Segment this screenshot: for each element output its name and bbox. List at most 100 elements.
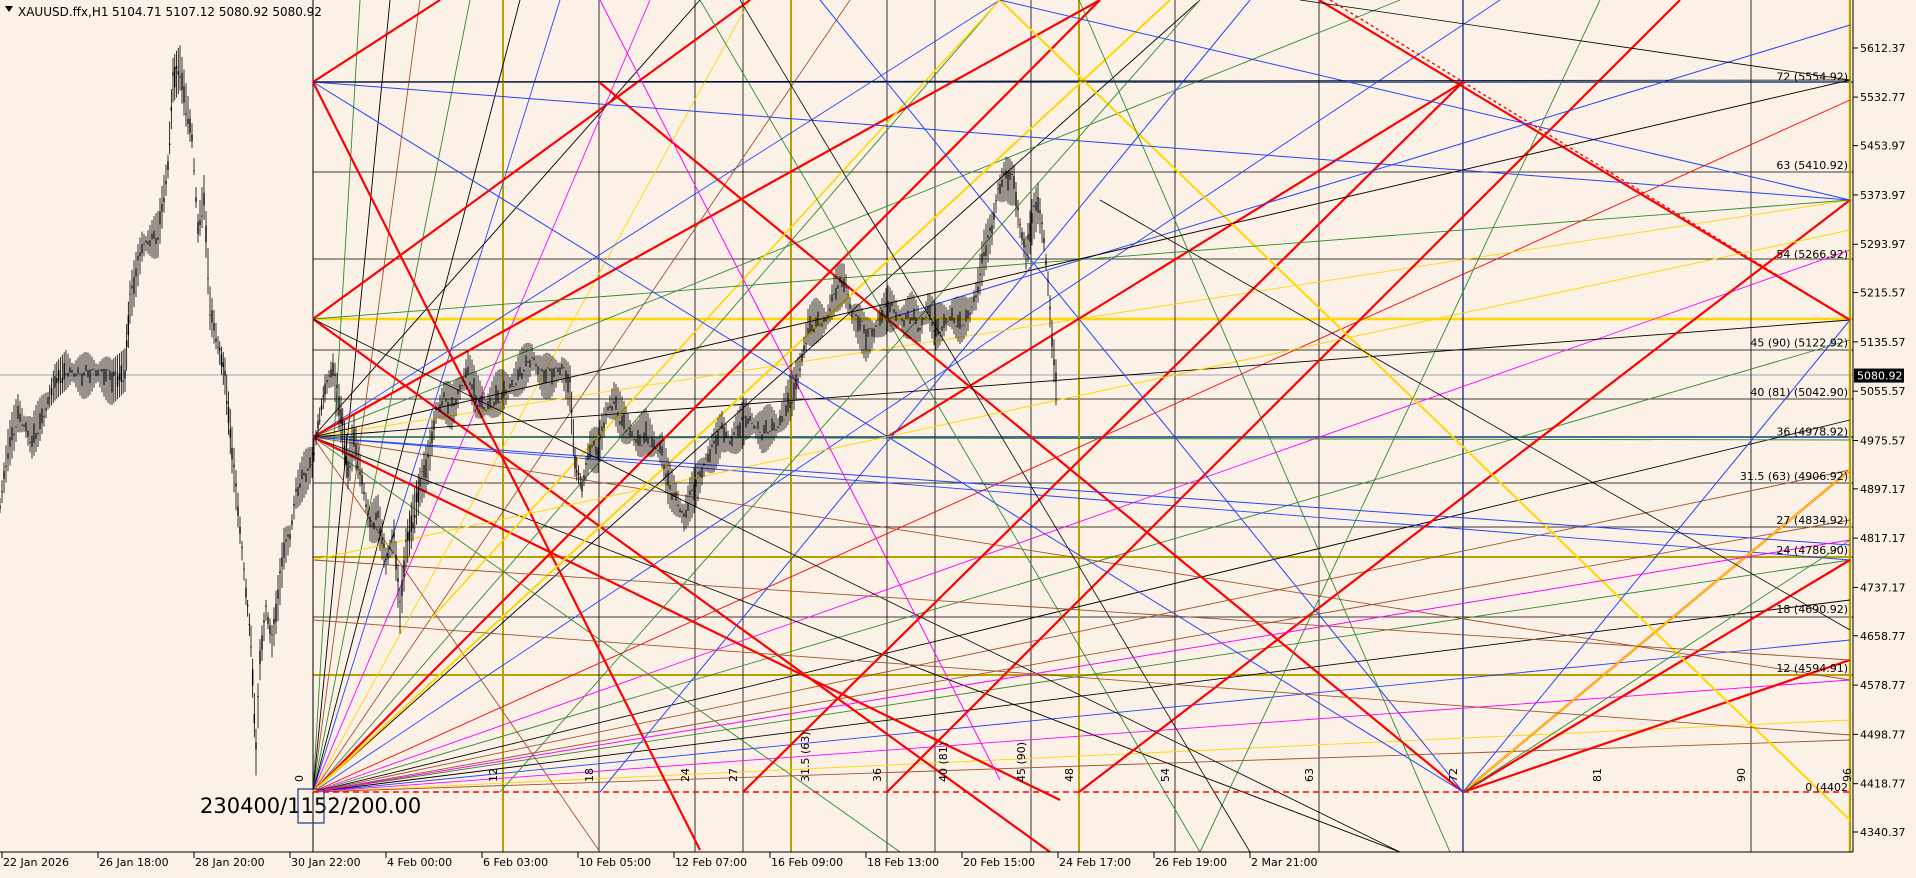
candle-body (559, 367, 561, 376)
candle-body (963, 324, 965, 326)
gann-angle-line (1462, 539, 1851, 793)
candle-body (841, 280, 843, 288)
candle-body (322, 395, 324, 398)
candle-body (529, 359, 531, 368)
candle-body (789, 401, 791, 409)
candle-body (743, 416, 745, 418)
candle-body (371, 524, 373, 527)
ohlc-values: 5104.71 5107.12 5080.92 5080.92 (112, 5, 322, 19)
candle-body (455, 398, 457, 406)
candle-body (353, 428, 355, 447)
price-tick-label: 4658.77 (1860, 630, 1906, 643)
candle-body (879, 314, 881, 326)
candle-body (1047, 279, 1049, 282)
candle-body (570, 410, 573, 413)
candle-body (87, 369, 89, 378)
candle-body (3, 471, 5, 479)
time-count-label: 24 (679, 768, 692, 782)
level-label: 36 (4978.92) (1776, 425, 1848, 438)
overlay-ratio-text: 230400/1152/200.00 (200, 794, 421, 818)
price-axis[interactable]: 5612.37 5532.77 5453.97 5373.97 5293.97 5215.… (1853, 42, 1906, 839)
level-label: 31.5 (63) (4906.92) (1740, 470, 1848, 483)
gann-angle-line (999, 0, 1851, 821)
candle-body (707, 453, 709, 463)
candle-body (124, 370, 126, 379)
gann-angle-line (312, 559, 1851, 661)
candle-body (261, 635, 263, 650)
candle-body (1011, 173, 1013, 175)
candle-body (255, 742, 257, 750)
price-marker-text: 5080.92 (1857, 370, 1903, 383)
candle-body (835, 287, 837, 300)
candle-body (1031, 212, 1033, 224)
candle-body (403, 560, 405, 577)
gann-angle-line (312, 419, 1851, 793)
candle-body (122, 380, 124, 382)
time-count-label: 12 (487, 768, 500, 782)
candle-body (351, 454, 353, 458)
candle-body (47, 397, 49, 405)
candle-body (905, 313, 907, 319)
candle-body (649, 445, 651, 447)
candle-body (747, 418, 749, 424)
candle-body (857, 315, 859, 332)
candle-body (801, 354, 803, 362)
candle-body (113, 371, 115, 377)
candle-body (103, 368, 105, 386)
candle-body (803, 345, 805, 352)
candle-body (585, 463, 587, 465)
price-tick-label: 5135.57 (1860, 336, 1906, 349)
candle-body (229, 429, 231, 438)
candle-body (11, 427, 13, 441)
candle-body (1053, 359, 1055, 366)
gann-angle-line (312, 539, 1851, 793)
candle-body (1045, 260, 1047, 266)
candle-body (859, 317, 861, 331)
candle-body (248, 624, 251, 626)
candle-body (751, 423, 753, 425)
candle-body (93, 368, 95, 370)
candle-body (109, 370, 111, 380)
candle-body (943, 313, 945, 328)
candle-body (116, 376, 119, 387)
origin-anchor-box[interactable] (297, 788, 325, 824)
candle-body (717, 430, 719, 446)
candle-body (363, 491, 365, 494)
candle-body (359, 471, 361, 476)
candle-body (849, 303, 851, 310)
time-axis[interactable]: 22 Jan 2026 26 Jan 18:00 28 Jan 20:00 30 Ja… (1, 852, 1317, 869)
candle-body (475, 395, 477, 404)
candle-body (447, 401, 449, 415)
candle-body (703, 463, 705, 466)
candle-body (15, 426, 17, 428)
candle-body (313, 452, 315, 455)
gann-angle-line (312, 229, 1851, 561)
candle-body (91, 369, 93, 371)
candle-body (239, 526, 241, 534)
candle-body (977, 286, 979, 294)
candle-body (118, 373, 121, 380)
candle-body (901, 318, 903, 322)
candle-body (833, 293, 835, 295)
candle-body (23, 424, 25, 427)
candle-body (271, 634, 273, 636)
candle-body (269, 625, 271, 634)
candle-body (971, 306, 973, 308)
candle-body (969, 312, 971, 315)
gann-angle-line (312, 469, 1851, 793)
time-count-label: 27 (727, 768, 740, 782)
candle-body (727, 436, 729, 438)
candle-body (719, 426, 721, 428)
level-label: 54 (5266.92) (1776, 248, 1848, 261)
gann-angle-line (312, 199, 1851, 438)
candle-body (603, 422, 605, 428)
candle-body (613, 401, 615, 405)
candle-body (967, 310, 969, 319)
candle-body (655, 448, 657, 450)
candle-body (557, 368, 559, 373)
time-tick-label: 24 Feb 17:00 (1059, 856, 1131, 869)
gann-angle-line (312, 559, 1851, 793)
gann-angle-line (312, 0, 1101, 438)
candle-body (705, 458, 707, 460)
